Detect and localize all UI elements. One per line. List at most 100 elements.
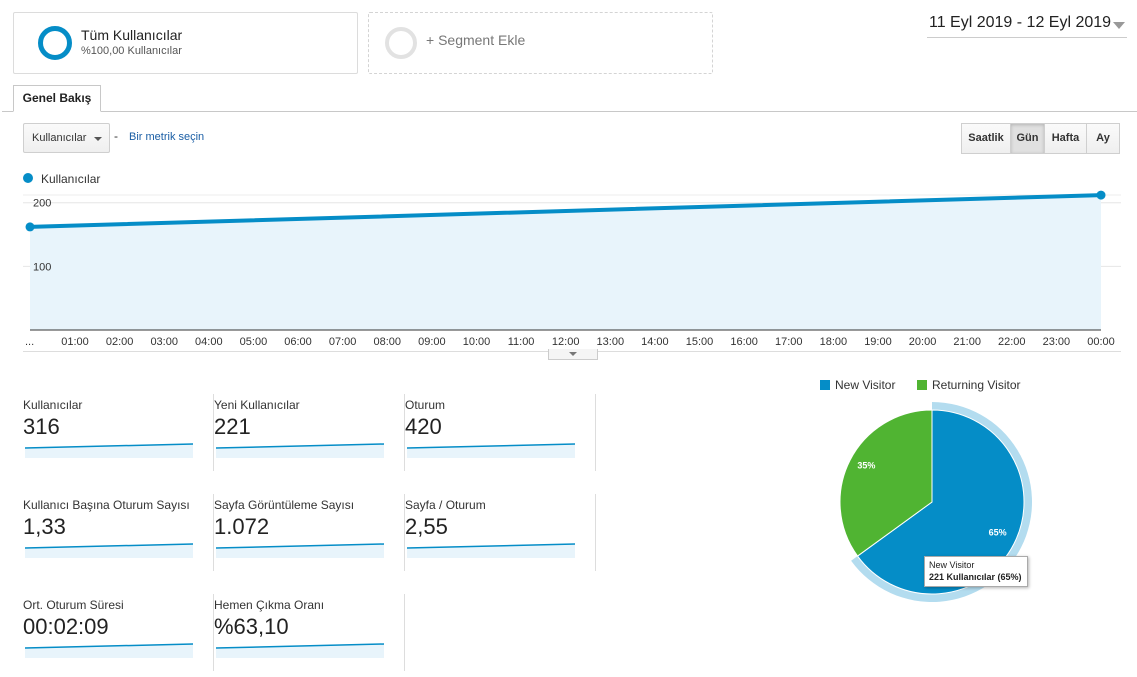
legend-swatch: [820, 380, 830, 390]
add-segment-label: + Segment Ekle: [426, 32, 526, 48]
pie-slice-label: 35%: [857, 461, 875, 471]
tab-overview[interactable]: Genel Bakış: [13, 85, 101, 112]
x-tick-label: 12:00: [552, 336, 580, 348]
metric-tile[interactable]: Hemen Çıkma Oranı %63,10: [214, 594, 405, 671]
tooltip-value: 221 Kullanıcılar (65%): [929, 572, 1022, 582]
segment-all-users[interactable]: Tüm Kullanıcılar %100,00 Kullanıcılar: [13, 12, 358, 74]
metric-sparkline: [407, 543, 576, 558]
metric-value: 2,55: [405, 514, 448, 539]
segment-ring-icon: [38, 26, 72, 60]
metric-tile[interactable]: Sayfa Görüntüleme Sayısı 1.072: [214, 494, 405, 571]
metric-value: 316: [23, 414, 60, 439]
metric-sparkline: [25, 543, 194, 558]
granularity-hourly-button[interactable]: Saatlik: [961, 123, 1011, 154]
chevron-down-icon: [569, 352, 577, 356]
metric-value: 1.072: [214, 514, 270, 539]
metric-sparkline: [216, 443, 385, 458]
x-tick-label: 11:00: [508, 336, 535, 348]
metric-tile[interactable]: Kullanıcılar 316: [23, 394, 214, 471]
metric-select-value: Kullanıcılar: [32, 132, 87, 144]
x-tick-label: 10:00: [463, 336, 491, 348]
sparkline-line: [25, 543, 194, 549]
y-tick-label: 100: [33, 261, 51, 273]
series-area: [30, 195, 1101, 330]
metric-sparkline: [407, 443, 576, 458]
x-tick-label: 06:00: [284, 336, 312, 348]
segment-subtitle: %100,00 Kullanıcılar: [81, 45, 182, 57]
sparkline-line: [216, 643, 385, 649]
visitor-type-pie-chart: 65% 35%: [839, 402, 1032, 602]
x-tick-label: 03:00: [150, 336, 178, 348]
metric-sparkline: [216, 543, 385, 558]
metric-label: Kullanıcı Başına Oturum Sayısı: [23, 498, 190, 512]
x-tick-label: 01:00: [61, 336, 89, 348]
chevron-down-icon: [94, 137, 102, 141]
metric-value: 00:02:09: [23, 614, 109, 639]
date-range-text: 11 Eyl 2019 - 12 Eyl 2019: [929, 14, 1112, 31]
metric-label: Sayfa / Oturum: [405, 498, 486, 512]
data-point[interactable]: [1096, 190, 1106, 200]
metric-select[interactable]: Kullanıcılar: [23, 123, 110, 153]
expand-chart-handle[interactable]: [548, 349, 598, 360]
metric-sparkline: [25, 443, 194, 458]
metric-tile[interactable]: Sayfa / Oturum 2,55: [405, 494, 596, 571]
series-dot-icon: [23, 173, 33, 183]
x-tick-label: 13:00: [597, 336, 625, 348]
x-tick-label: 15:00: [686, 336, 714, 348]
date-range-picker[interactable]: 11 Eyl 2019 - 12 Eyl 2019: [927, 14, 1127, 38]
data-point[interactable]: [25, 222, 35, 232]
pie-slice[interactable]: [856, 409, 1025, 595]
x-tick-label: 00:00: [1087, 336, 1115, 348]
sparkline-line: [216, 543, 385, 549]
granularity-month-button[interactable]: Ay: [1086, 123, 1120, 154]
metric-value: 221: [214, 414, 251, 439]
sparkline-line: [25, 643, 194, 649]
metric-tile[interactable]: Yeni Kullanıcılar 221: [214, 394, 405, 471]
x-tick-label: 19:00: [864, 336, 892, 348]
x-tick-label: 23:00: [1043, 336, 1071, 348]
pie-slice[interactable]: [839, 409, 933, 557]
empty-segment-ring-icon: [385, 27, 417, 59]
sparkline-line: [25, 443, 194, 449]
sparkline-line: [407, 443, 576, 449]
metric-label: Ort. Oturum Süresi: [23, 598, 124, 612]
line-chart-legend-label: Kullanıcılar: [41, 172, 101, 186]
y-tick-label: 200: [33, 198, 51, 210]
metric-value: 1,33: [23, 514, 66, 539]
pie-slice-label: 65%: [989, 527, 1007, 537]
metric-separator: -: [114, 129, 118, 143]
metric-sparkline: [216, 643, 385, 658]
segment-title: Tüm Kullanıcılar: [81, 27, 183, 43]
x-tick-label: ...: [25, 336, 34, 348]
x-tick-label: 21:00: [953, 336, 981, 348]
metric-label: Sayfa Görüntüleme Sayısı: [214, 498, 355, 512]
granularity-week-button[interactable]: Hafta: [1044, 123, 1087, 154]
x-tick-label: 16:00: [730, 336, 758, 348]
metric-label: Kullanıcılar: [23, 398, 83, 412]
add-segment-button[interactable]: + Segment Ekle: [368, 12, 713, 74]
tooltip-title: New Visitor: [929, 560, 975, 570]
x-tick-label: 04:00: [195, 336, 223, 348]
metric-tile[interactable]: Ort. Oturum Süresi 00:02:09: [23, 594, 214, 671]
sparkline-line: [216, 443, 385, 449]
metric-sparkline: [25, 643, 194, 658]
select-metric-link[interactable]: Bir metrik seçin: [129, 131, 205, 143]
x-tick-label: 18:00: [820, 336, 848, 348]
metric-tile[interactable]: Kullanıcı Başına Oturum Sayısı 1,33: [23, 494, 214, 571]
x-tick-label: 07:00: [329, 336, 357, 348]
granularity-day-button[interactable]: Gün: [1010, 123, 1045, 154]
x-tick-label: 08:00: [373, 336, 401, 348]
x-tick-label: 02:00: [106, 336, 134, 348]
x-tick-label: 17:00: [775, 336, 803, 348]
metric-label: Yeni Kullanıcılar: [214, 398, 300, 412]
users-line-chart: 200 100... 01:00 02:00 03:00 04:00 05:00 06:00 0…: [23, 190, 1121, 348]
metric-label: Oturum: [405, 398, 446, 412]
legend-swatch: [917, 380, 927, 390]
pie-legend-label: Returning Visitor: [932, 378, 1021, 392]
pie-tooltip: New Visitor 221 Kullanıcılar (65%): [924, 556, 1028, 587]
series-line: [28, 193, 1103, 229]
metric-label: Hemen Çıkma Oranı: [214, 598, 325, 612]
metric-tile[interactable]: Oturum 420: [405, 394, 596, 471]
granularity-toggle: Saatlik Gün Hafta Ay: [961, 123, 1120, 154]
